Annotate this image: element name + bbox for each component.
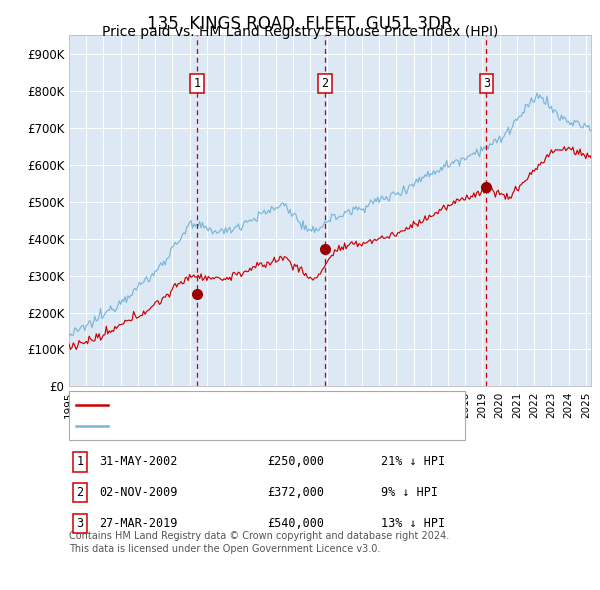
Text: 27-MAR-2019: 27-MAR-2019 [99, 517, 178, 530]
Text: 135, KINGS ROAD, FLEET, GU51 3DR (detached house): 135, KINGS ROAD, FLEET, GU51 3DR (detach… [112, 398, 435, 411]
Text: 21% ↓ HPI: 21% ↓ HPI [381, 455, 445, 468]
Text: 135, KINGS ROAD, FLEET, GU51 3DR: 135, KINGS ROAD, FLEET, GU51 3DR [147, 15, 453, 33]
Text: £372,000: £372,000 [267, 486, 324, 499]
Text: 3: 3 [76, 517, 83, 530]
Text: This data is licensed under the Open Government Licence v3.0.: This data is licensed under the Open Gov… [69, 544, 380, 553]
Text: Price paid vs. HM Land Registry's House Price Index (HPI): Price paid vs. HM Land Registry's House … [102, 25, 498, 40]
Text: 31-MAY-2002: 31-MAY-2002 [99, 455, 178, 468]
Text: 1: 1 [193, 77, 200, 90]
Text: 13% ↓ HPI: 13% ↓ HPI [381, 517, 445, 530]
Text: 9% ↓ HPI: 9% ↓ HPI [381, 486, 438, 499]
Text: 1: 1 [76, 455, 83, 468]
Text: HPI: Average price, detached house, Hart: HPI: Average price, detached house, Hart [112, 419, 356, 432]
Text: 3: 3 [483, 77, 490, 90]
Text: £250,000: £250,000 [267, 455, 324, 468]
Text: 02-NOV-2009: 02-NOV-2009 [99, 486, 178, 499]
Text: £540,000: £540,000 [267, 517, 324, 530]
Text: 2: 2 [321, 77, 328, 90]
Text: 2: 2 [76, 486, 83, 499]
Text: Contains HM Land Registry data © Crown copyright and database right 2024.: Contains HM Land Registry data © Crown c… [69, 531, 449, 540]
